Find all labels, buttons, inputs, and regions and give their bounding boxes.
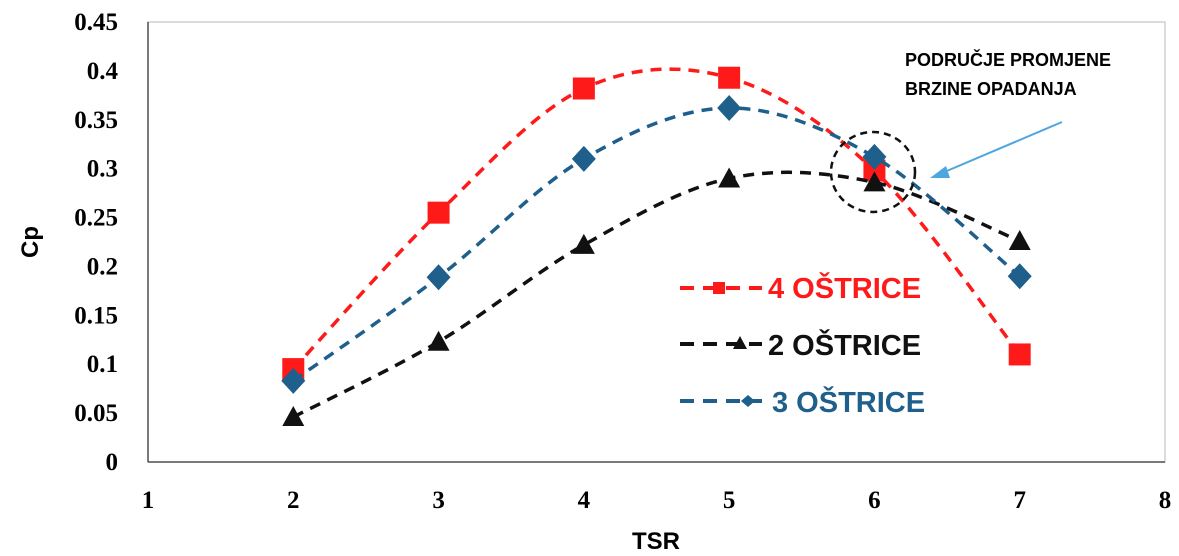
y-tick-labels: 0 0.05 0.1 0.15 0.2 0.25 0.3 0.35 0.4 0.45 <box>74 9 118 476</box>
annotation-line-2: BRZINE OPADANJA <box>905 79 1077 99</box>
y-tick-label: 0.1 <box>87 351 118 378</box>
x-tick-labels: 1 2 3 4 5 6 7 8 <box>142 487 1172 514</box>
x-tick-label: 1 <box>142 487 155 514</box>
x-tick-label: 8 <box>1159 487 1172 514</box>
y-tick-label: 0.15 <box>74 302 118 329</box>
data-point-diamond <box>281 367 306 394</box>
y-tick-label: 0.35 <box>74 107 118 134</box>
y-axis-title: Cp <box>17 226 44 258</box>
x-tick-label: 2 <box>287 487 300 514</box>
x-tick-label: 6 <box>868 487 881 514</box>
data-point-triangle <box>282 406 305 427</box>
data-point-square <box>1008 343 1031 366</box>
legend-item-2-ostrice: 2 OŠTRICE <box>680 328 921 362</box>
legend-item-3-ostrice: 3 OŠTRICE <box>680 385 925 419</box>
y-tick-label: 0.4 <box>87 58 119 85</box>
data-point-diamond <box>426 264 451 291</box>
data-point-diamond <box>571 145 596 172</box>
annotation-arrow <box>934 121 1063 177</box>
data-point-triangle <box>863 171 886 192</box>
data-point-diamond <box>717 95 742 122</box>
y-tick-label: 0.05 <box>74 400 118 427</box>
legend: 4 OŠTRICE 2 OŠTRICE 3 OŠTRICE <box>680 271 925 419</box>
legend-label-2-ostrice: 2 OŠTRICE <box>768 328 921 362</box>
annotation-line-1: PODRUČJE PROMJENE <box>905 49 1111 70</box>
legend-marker-triangle <box>733 336 747 349</box>
annotation: PODRUČJE PROMJENE BRZINE OPADANJA <box>829 49 1111 214</box>
y-tick-label: 0.2 <box>87 253 118 280</box>
series-line <box>292 67 1022 371</box>
x-tick-label: 4 <box>578 487 591 514</box>
y-tick-label: 0.45 <box>74 9 118 36</box>
data-point-triangle <box>1008 230 1031 251</box>
x-tick-label: 7 <box>1013 487 1026 514</box>
x-tick-label: 5 <box>723 487 736 514</box>
series-layer <box>281 66 1032 427</box>
data-point-diamond <box>1007 263 1032 290</box>
data-point-square <box>863 159 886 182</box>
series-line <box>292 106 1021 383</box>
y-tick-label: 0.3 <box>87 156 118 183</box>
data-point-square <box>427 201 450 224</box>
legend-label-3-ostrice: 3 OŠTRICE <box>772 385 925 419</box>
legend-label-4-ostrice: 4 OŠTRICE <box>768 271 921 305</box>
data-point-square <box>572 77 595 100</box>
data-point-triangle <box>427 330 450 351</box>
x-tick-label: 3 <box>432 487 445 514</box>
data-point-triangle <box>718 167 741 188</box>
data-point-diamond <box>862 143 887 170</box>
data-point-triangle <box>572 233 595 254</box>
legend-marker-diamond <box>741 395 755 407</box>
highlight-circle <box>829 130 917 214</box>
y-tick-label: 0 <box>106 449 119 476</box>
legend-item-4-ostrice: 4 OŠTRICE <box>680 271 921 305</box>
data-point-square <box>718 66 741 89</box>
legend-marker-square <box>713 282 725 294</box>
annotation-arrowhead <box>930 166 950 178</box>
x-axis-title: TSR <box>632 528 680 555</box>
y-tick-label: 0.25 <box>74 205 118 232</box>
